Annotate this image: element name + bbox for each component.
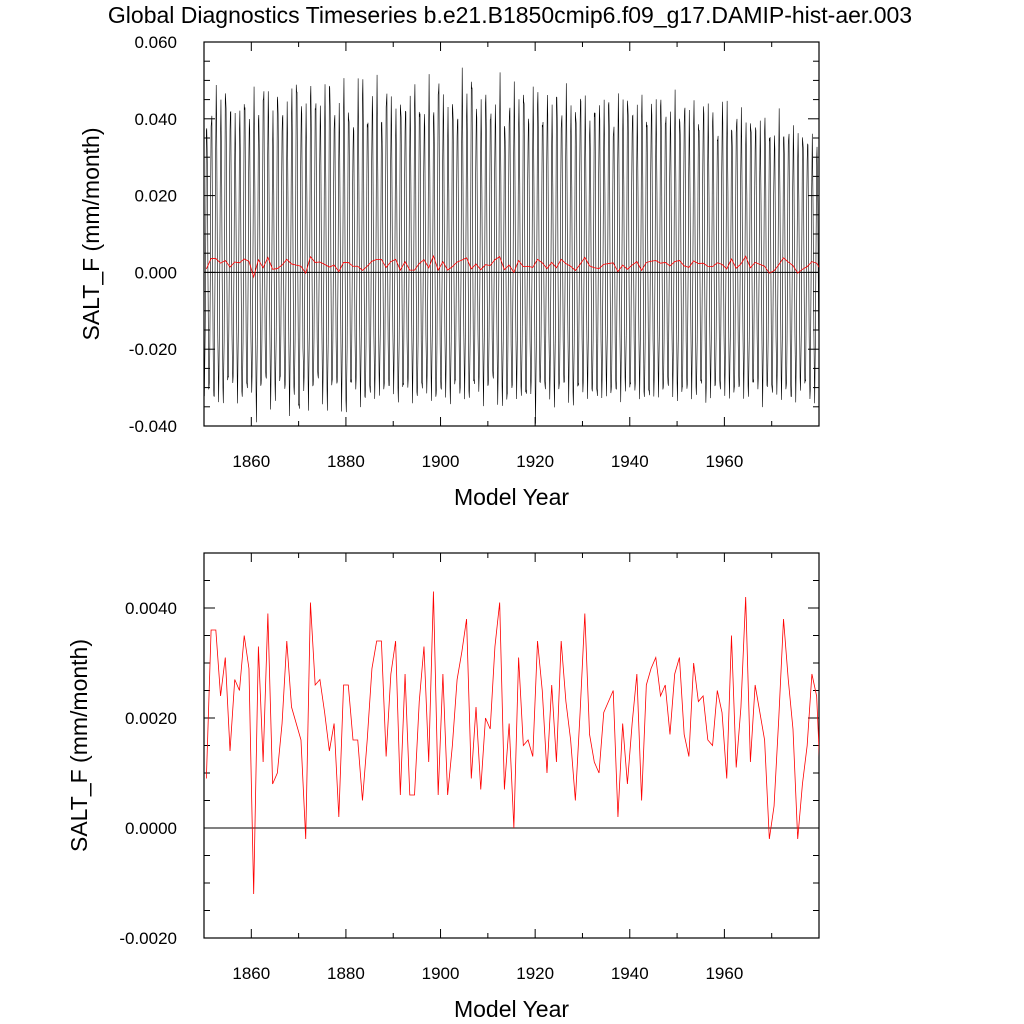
series-layer: [205, 591, 819, 895]
y-tick-label: 0.040: [134, 110, 177, 129]
x-tick-label: 1920: [516, 964, 554, 983]
y-tick-label: -0.040: [129, 417, 177, 436]
x-tick-label: 1920: [516, 452, 554, 471]
x-tick-label: 1860: [232, 964, 270, 983]
x-axis-label: Model Year: [454, 484, 569, 510]
x-tick-label: 1940: [611, 964, 649, 983]
y-axis-label: SALT_F (mm/month): [78, 128, 104, 341]
y-tick-label: -0.0020: [119, 929, 177, 948]
y-tick-label: 0.0020: [125, 709, 177, 728]
x-tick-label: 1900: [422, 452, 460, 471]
x-tick-label: 1880: [327, 964, 365, 983]
y-tick-label: -0.020: [129, 340, 177, 359]
plot-frame: [203, 552, 820, 939]
y-axis-label: SALT_F (mm/month): [66, 639, 92, 852]
y-tick-label: 0.0000: [125, 819, 177, 838]
top-panel: 1860 1880 1900 1920 1940 1960 -0.040 -0.020 0.00…: [78, 33, 820, 510]
x-tick-label: 1880: [327, 452, 365, 471]
y-tick-label: 0.060: [134, 33, 177, 52]
x-tick-label: 1860: [232, 452, 270, 471]
figure-title: Global Diagnostics Timeseries b.e21.B185…: [108, 2, 912, 28]
x-tick-label: 1900: [422, 964, 460, 983]
series-layer: [204, 67, 819, 424]
bottom-panel: 1860 1880 1900 1920 1940 1960 -0.0020 0.0000 0.0…: [66, 552, 820, 1022]
y-tick-label: 0.000: [134, 263, 177, 282]
y-tick-label: 0.020: [134, 187, 177, 206]
x-axis-label: Model Year: [454, 996, 569, 1022]
x-tick-label: 1960: [705, 964, 743, 983]
y-tick-label: 0.0040: [125, 599, 177, 618]
monthly-series-line: [204, 67, 819, 424]
x-tick-label: 1940: [611, 452, 649, 471]
annual-mean-series-line: [206, 254, 819, 279]
annual-mean-series-line: [205, 591, 819, 895]
x-tick-label: 1960: [705, 452, 743, 471]
